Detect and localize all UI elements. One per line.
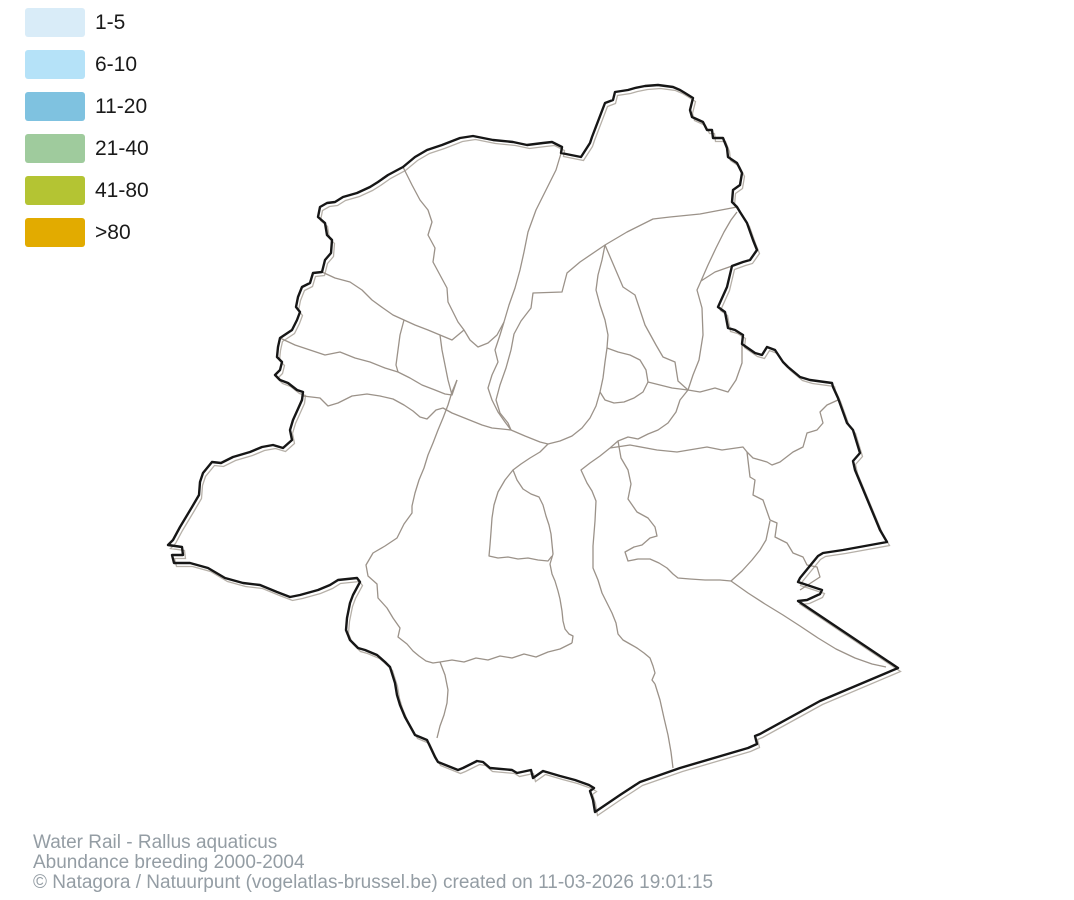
legend-row: 6-10	[25, 50, 149, 79]
legend-label: 1-5	[95, 10, 126, 34]
legend-label: >80	[95, 220, 131, 244]
region-fill	[168, 85, 898, 812]
legend-label: 41-80	[95, 178, 149, 202]
municipal-boundaries	[279, 149, 887, 769]
copyright-line: © Natagora / Natuurpunt (vogelatlas-brus…	[33, 872, 714, 893]
species-title: Water Rail - Rallus aquaticus	[33, 832, 278, 853]
legend-color-swatch	[25, 218, 85, 247]
abundance-legend: 1-5 6-10 11-20 21-40 41-80 >80	[25, 8, 149, 260]
map-caption: Water Rail - Rallus aquaticus Abundance …	[33, 833, 713, 893]
legend-row: 11-20	[25, 92, 149, 121]
legend-color-swatch	[25, 50, 85, 79]
legend-color-swatch	[25, 176, 85, 205]
legend-label: 11-20	[95, 94, 148, 118]
legend-label: 6-10	[95, 52, 138, 76]
legend-row: 1-5	[25, 8, 149, 37]
map-subtitle: Abundance breeding 2000-2004	[33, 852, 305, 873]
legend-row: >80	[25, 218, 149, 247]
legend-color-swatch	[25, 92, 85, 121]
legend-row: 21-40	[25, 134, 149, 163]
legend-color-swatch	[25, 134, 85, 163]
legend-label: 21-40	[95, 136, 149, 160]
legend-row: 41-80	[25, 176, 149, 205]
region-border	[166, 83, 900, 814]
legend-color-swatch	[25, 8, 85, 37]
region-border-shadow	[169, 87, 902, 817]
